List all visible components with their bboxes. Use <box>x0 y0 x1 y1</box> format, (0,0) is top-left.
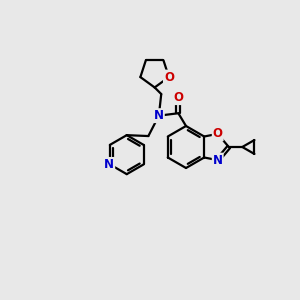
Text: N: N <box>104 158 114 171</box>
Text: O: O <box>173 91 183 104</box>
Text: N: N <box>213 154 223 166</box>
Text: O: O <box>164 70 174 84</box>
Text: O: O <box>213 128 223 140</box>
Text: N: N <box>154 109 164 122</box>
